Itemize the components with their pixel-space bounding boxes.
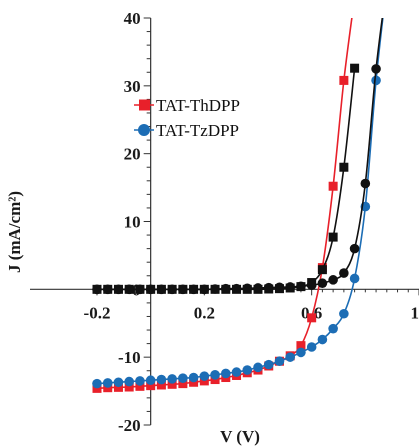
- y-axis-title: J (mA/cm²): [5, 191, 24, 273]
- data-point-circle: [317, 278, 328, 289]
- legend-label-tzdpp: TAT-TzDPP: [156, 121, 239, 140]
- data-point-circle: [296, 281, 306, 292]
- data-point-circle: [349, 273, 360, 284]
- series-layer: [92, 18, 384, 393]
- data-point-square: [339, 75, 349, 85]
- data-point-circle: [371, 64, 381, 74]
- data-point-circle: [199, 284, 210, 295]
- y-tick-label: 30: [124, 77, 141, 96]
- data-point-square: [296, 341, 306, 351]
- data-point-square: [328, 232, 338, 242]
- data-point-circle: [306, 342, 317, 352]
- data-point-circle: [210, 370, 220, 380]
- data-point-circle: [285, 352, 296, 362]
- data-point-circle: [231, 367, 242, 377]
- data-point-circle: [156, 374, 167, 385]
- data-point-circle: [296, 347, 306, 358]
- data-point-circle: [102, 378, 113, 388]
- series-line: [96, 18, 384, 385]
- data-point-circle: [349, 243, 360, 254]
- data-point-square: [178, 379, 188, 389]
- x-tick-label: 1: [411, 303, 419, 322]
- data-point-circle: [306, 280, 317, 291]
- legend-entry-tzdpp: TAT-TzDPP: [134, 121, 239, 140]
- data-point-circle: [317, 334, 328, 345]
- data-point-circle: [274, 356, 285, 367]
- x-tick-label: 0.2: [194, 303, 215, 322]
- data-point-circle: [124, 284, 134, 295]
- data-point-circle: [263, 282, 274, 293]
- data-point-circle: [253, 362, 263, 373]
- data-point-circle: [124, 376, 134, 387]
- series-tzdpp-dark: [92, 18, 384, 295]
- data-point-square: [328, 181, 338, 191]
- legend-entry-thdpp: TAT-ThDPP: [134, 96, 240, 115]
- legend-marker-square: [139, 99, 150, 111]
- data-point-square: [307, 313, 317, 323]
- data-point-circle: [167, 374, 177, 384]
- data-point-circle: [231, 283, 242, 294]
- data-point-circle: [145, 284, 156, 295]
- data-point-circle: [113, 377, 124, 388]
- data-point-circle: [188, 284, 199, 295]
- data-point-circle: [242, 283, 253, 294]
- data-point-circle: [210, 284, 220, 294]
- data-point-square: [135, 381, 145, 391]
- data-point-circle: [221, 283, 231, 294]
- data-point-circle: [92, 378, 102, 389]
- series-thdpp-light: [92, 18, 353, 393]
- data-point-circle: [135, 376, 145, 386]
- data-point-circle: [285, 282, 296, 292]
- data-point-circle: [221, 368, 231, 379]
- y-tick-label: -10: [118, 348, 141, 367]
- data-point-circle: [339, 308, 349, 319]
- data-point-circle: [263, 359, 274, 370]
- series-line: [96, 18, 353, 390]
- data-point-circle: [92, 284, 102, 295]
- data-point-circle: [188, 372, 199, 383]
- data-point-circle: [199, 371, 210, 381]
- data-point-circle: [145, 375, 156, 386]
- data-point-square: [124, 382, 134, 392]
- data-point-circle: [178, 373, 188, 383]
- data-point-circle: [135, 284, 145, 295]
- data-point-circle: [371, 75, 381, 86]
- data-point-circle: [328, 275, 338, 285]
- data-point-square: [167, 379, 177, 389]
- legend: TAT-ThDPP TAT-TzDPP: [134, 96, 240, 140]
- data-point-circle: [178, 284, 188, 295]
- data-point-circle: [339, 268, 349, 278]
- data-point-circle: [167, 284, 177, 295]
- x-axis-title: V (V): [220, 427, 260, 446]
- data-point-circle: [156, 284, 167, 295]
- y-tick-label: -20: [118, 416, 141, 435]
- y-tick-label: 20: [124, 145, 141, 164]
- legend-marker-circle: [138, 124, 150, 136]
- data-point-circle: [242, 365, 253, 375]
- y-tick-label: 10: [124, 213, 141, 232]
- data-point-circle: [328, 323, 338, 334]
- x-tick-label: 0.6: [301, 303, 322, 322]
- data-point-square: [350, 63, 360, 73]
- data-point-circle: [113, 284, 124, 295]
- legend-label-thdpp: TAT-ThDPP: [156, 96, 240, 115]
- series-tzdpp-light: [92, 18, 384, 389]
- data-point-square: [339, 162, 349, 172]
- data-point-square: [156, 380, 166, 390]
- x-tick-label: -0.2: [84, 303, 111, 322]
- data-point-circle: [274, 282, 285, 293]
- data-point-circle: [360, 178, 371, 189]
- data-point-square: [146, 381, 156, 391]
- y-tick-label: 40: [124, 9, 141, 28]
- data-point-square: [317, 265, 327, 275]
- data-point-circle: [102, 284, 113, 295]
- data-point-circle: [253, 283, 263, 293]
- data-point-square: [113, 382, 123, 392]
